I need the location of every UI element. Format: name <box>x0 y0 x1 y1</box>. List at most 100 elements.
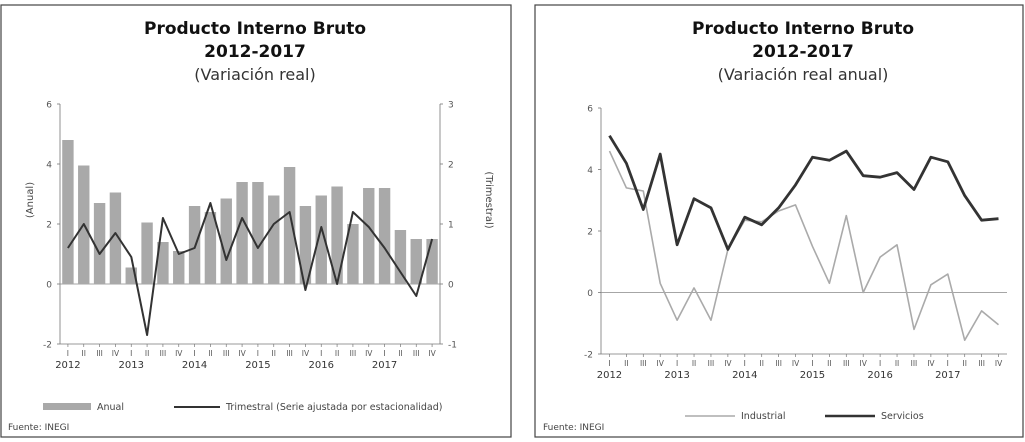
chart-left-ylabel: (Anual) <box>25 182 36 218</box>
right-y-tick-label: 6 <box>587 105 593 115</box>
right-quarter-label: II <box>624 359 628 368</box>
bar-anual <box>315 195 327 284</box>
right-quarter-label: II <box>759 359 763 368</box>
right-quarter-label: I <box>676 359 678 368</box>
legend-servicios-label: Servicios <box>881 411 924 422</box>
bar-anual <box>331 186 343 284</box>
line-industrial <box>608 150 1000 342</box>
left-quarter-label: III <box>286 349 293 358</box>
right-quarter-label: IV <box>792 359 800 368</box>
bar-anual <box>347 224 359 284</box>
right-quarter-label: I <box>879 359 881 368</box>
right-year-label: 2017 <box>935 370 960 381</box>
left-y-tick-label: 2 <box>46 221 52 231</box>
left-quarter-label: II <box>145 349 149 358</box>
left-quarter-label: III <box>96 349 103 358</box>
bar-anual <box>62 140 74 284</box>
right-year-label: 2016 <box>867 370 892 381</box>
left-quarter-label: II <box>82 349 86 358</box>
left-year-label: 2012 <box>55 360 80 371</box>
left-year-label: 2013 <box>119 360 144 371</box>
legend-industrial-label: Industrial <box>741 411 786 422</box>
left-quarter-label: IV <box>112 349 120 358</box>
bar-anual <box>268 195 280 284</box>
left-quarter-label: II <box>272 349 276 358</box>
right-quarter-label: I <box>608 359 610 368</box>
bar-anual <box>378 188 391 284</box>
right-quarter-label: III <box>978 359 985 368</box>
right-quarter-label: III <box>708 359 715 368</box>
legend-trimestral-label: Trimestral (Serie ajustada por estaciona… <box>225 402 442 413</box>
left-y-tick-label: -2 <box>43 341 52 351</box>
left-y2-tick-label: 2 <box>448 161 454 171</box>
left-year-label: 2017 <box>372 360 397 371</box>
right-year-label: 2012 <box>597 370 622 381</box>
bar-anual <box>125 267 137 284</box>
left-quarter-label: III <box>413 349 420 358</box>
left-quarter-label: II <box>208 349 212 358</box>
bar-anual <box>299 206 312 284</box>
line-trimestral <box>67 202 434 336</box>
left-year-label: 2014 <box>182 360 207 371</box>
right-quarter-label: III <box>911 359 918 368</box>
chart-right-subtitle: 2012-2017 <box>752 42 854 62</box>
right-quarter-label: II <box>692 359 696 368</box>
left-y-tick-label: 0 <box>46 281 52 291</box>
bar-anual <box>204 212 217 284</box>
left-y2-tick-label: 1 <box>448 221 454 231</box>
right-quarter-label: IV <box>724 359 732 368</box>
chart-left-svg: Producto Interno Bruto 2012-2017 (Variac… <box>0 4 512 438</box>
chart-right-svg: Producto Interno Bruto 2012-2017 (Variac… <box>534 4 1024 438</box>
left-quarter-label: I <box>383 349 385 358</box>
left-year-label: 2015 <box>245 360 270 371</box>
left-quarter-label: IV <box>238 349 246 358</box>
left-quarter-label: I <box>67 349 69 358</box>
bar-anual <box>252 182 264 284</box>
chart-right-title: Producto Interno Bruto <box>692 19 914 39</box>
chart-left-subtitle: 2012-2017 <box>204 42 306 62</box>
bar-anual <box>363 188 375 284</box>
chart-left-subtitle2: (Variación real) <box>194 65 315 84</box>
bar-anual <box>283 167 296 284</box>
chart-left-title: Producto Interno Bruto <box>144 19 366 39</box>
right-quarter-label: IV <box>995 359 1003 368</box>
line-servicios <box>608 134 999 251</box>
right-quarter-label: II <box>827 359 831 368</box>
bar-anual <box>93 203 106 284</box>
right-quarter-label: III <box>775 359 782 368</box>
right-quarter-label: III <box>843 359 850 368</box>
right-quarter-label: I <box>744 359 746 368</box>
chart-panel-left: Producto Interno Bruto 2012-2017 (Variac… <box>0 4 512 438</box>
chart-left-source: Fuente: INEGI <box>8 423 69 433</box>
left-quarter-label: I <box>130 349 132 358</box>
left-quarter-label: IV <box>302 349 310 358</box>
right-quarter-label: IV <box>927 359 935 368</box>
right-quarter-label: IV <box>657 359 665 368</box>
left-quarter-label: II <box>398 349 402 358</box>
left-y-tick-label: 4 <box>46 161 52 171</box>
left-quarter-label: II <box>335 349 339 358</box>
bar-anual <box>109 192 122 284</box>
left-y-tick-label: 6 <box>46 101 52 111</box>
left-quarter-label: I <box>257 349 259 358</box>
left-year-label: 2016 <box>309 360 334 371</box>
bar-anual <box>173 251 185 284</box>
bar-anual <box>188 206 201 284</box>
left-quarter-label: III <box>160 349 167 358</box>
bar-anual <box>410 239 422 284</box>
bar-anual <box>141 222 153 284</box>
right-year-label: 2013 <box>664 370 689 381</box>
right-y-tick-label: 4 <box>587 166 593 176</box>
bar-anual <box>394 230 407 284</box>
left-quarter-label: III <box>223 349 230 358</box>
right-quarter-label: III <box>640 359 647 368</box>
right-y-tick-label: 0 <box>587 289 593 299</box>
chart-right-subtitle2: (Variación real anual) <box>718 65 889 84</box>
left-quarter-label: IV <box>175 349 183 358</box>
chart-right-frame <box>534 4 1024 438</box>
right-quarter-label: II <box>895 359 899 368</box>
left-quarter-label: I <box>320 349 322 358</box>
chart-panel-right: Producto Interno Bruto 2012-2017 (Variac… <box>513 4 1025 438</box>
